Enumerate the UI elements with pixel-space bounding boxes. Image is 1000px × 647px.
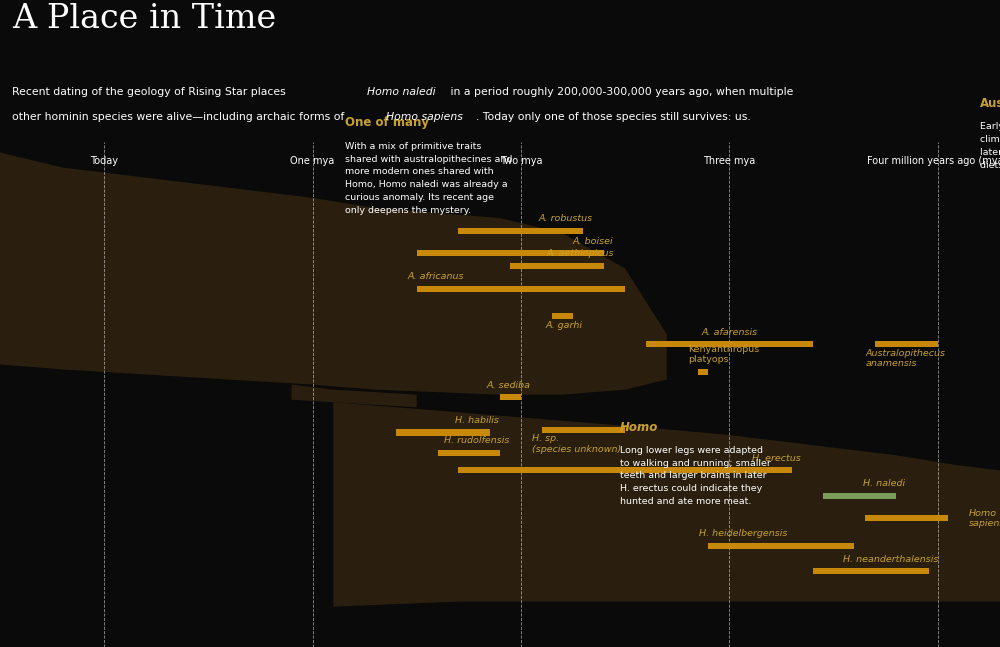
Bar: [510, 263, 604, 269]
Text: One mya: One mya: [290, 157, 335, 166]
Text: Today: Today: [90, 157, 118, 166]
Bar: [417, 286, 625, 292]
Text: Kenyanthropus
platyops: Kenyanthropus platyops: [689, 345, 760, 364]
Bar: [646, 341, 812, 347]
Text: H. rudolfensis: H. rudolfensis: [444, 436, 509, 445]
Text: Homo naledi: Homo naledi: [367, 87, 436, 97]
Text: A Place in Time: A Place in Time: [12, 3, 276, 35]
Text: A. aethiopicus: A. aethiopicus: [546, 249, 614, 258]
Text: H. habilis: H. habilis: [455, 416, 499, 425]
Bar: [552, 313, 573, 320]
Bar: [698, 369, 708, 375]
Text: Homo sapiens: Homo sapiens: [386, 112, 463, 122]
Text: With a mix of primitive traits
shared with australopithecines and
more modern on: With a mix of primitive traits shared wi…: [345, 142, 512, 215]
Text: Early species were adapted to
climbing as well as bipedalism;
later species had : Early species were adapted to climbing a…: [980, 122, 1000, 170]
Text: H. heidelbergensis: H. heidelbergensis: [699, 529, 787, 538]
Polygon shape: [333, 402, 1000, 607]
Text: A. robustus: A. robustus: [539, 214, 593, 223]
Text: H. sp.
(species unknown): H. sp. (species unknown): [532, 434, 622, 454]
Text: A. africanus: A. africanus: [407, 272, 464, 281]
Bar: [708, 543, 854, 549]
Text: H. neanderthalensis: H. neanderthalensis: [843, 554, 939, 564]
Text: A. garhi: A. garhi: [545, 321, 582, 330]
Bar: [438, 450, 500, 455]
Bar: [500, 394, 521, 400]
Bar: [812, 568, 929, 575]
Text: Australopithecines: Australopithecines: [980, 97, 1000, 110]
Text: One of many: One of many: [345, 116, 429, 129]
Bar: [542, 427, 625, 433]
Text: in a period roughly 200,000-300,000 years ago, when multiple: in a period roughly 200,000-300,000 year…: [447, 87, 793, 97]
Text: A. sediba: A. sediba: [486, 380, 530, 389]
Polygon shape: [292, 384, 417, 408]
Bar: [396, 430, 490, 435]
Bar: [875, 341, 938, 347]
Text: Homo
sapiens: Homo sapiens: [969, 509, 1000, 528]
Text: . Today only one of those species still survives: us.: . Today only one of those species still …: [476, 112, 751, 122]
Text: Three mya: Three mya: [703, 157, 755, 166]
Text: A. afarensis: A. afarensis: [701, 327, 757, 336]
Text: Two mya: Two mya: [500, 157, 542, 166]
Text: Recent dating of the geology of Rising Star places: Recent dating of the geology of Rising S…: [12, 87, 289, 97]
Bar: [458, 467, 792, 474]
Text: H. naledi: H. naledi: [863, 479, 905, 488]
Text: Australopithecus
anamensis: Australopithecus anamensis: [866, 349, 946, 368]
Bar: [823, 492, 896, 499]
Bar: [865, 515, 948, 521]
Text: Homo: Homo: [620, 421, 658, 433]
Text: other hominin species were alive—including archaic forms of: other hominin species were alive—includi…: [12, 112, 348, 122]
Text: Four million years ago (mya): Four million years ago (mya): [867, 157, 1000, 166]
Bar: [458, 228, 583, 234]
Text: A. boisei: A. boisei: [573, 237, 614, 246]
Polygon shape: [0, 153, 667, 395]
Text: Long lower legs were adapted
to walking and running; smaller
teeth and larger br: Long lower legs were adapted to walking …: [620, 446, 771, 506]
Text: H. erectus: H. erectus: [752, 454, 801, 463]
Bar: [417, 250, 604, 256]
